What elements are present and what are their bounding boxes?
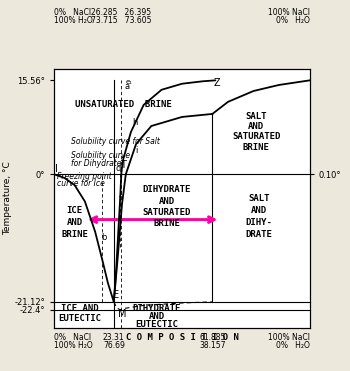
Text: e₁: e₁ (126, 79, 133, 85)
Text: 100% NaCl: 100% NaCl (268, 9, 310, 17)
Text: SATURATED: SATURATED (232, 132, 280, 141)
Text: DRATE: DRATE (245, 230, 272, 239)
Text: SALT: SALT (245, 112, 267, 121)
Text: Freezing point: Freezing point (57, 172, 112, 181)
Y-axis label: Temperature, °C: Temperature, °C (3, 162, 12, 235)
Text: ICE AND: ICE AND (61, 304, 99, 313)
Text: d: d (116, 164, 121, 173)
Text: E: E (112, 290, 119, 300)
Text: 76.69: 76.69 (103, 341, 125, 349)
Text: Z: Z (213, 78, 220, 88)
Text: 61.885: 61.885 (199, 333, 225, 342)
Text: DIHYDRATE: DIHYDRATE (132, 304, 181, 313)
Text: EUTECTIC: EUTECTIC (58, 313, 101, 322)
Text: b: b (102, 233, 107, 242)
Text: 0%   H₂O: 0% H₂O (276, 341, 310, 349)
Text: 100% H₂O: 100% H₂O (54, 16, 93, 25)
Text: AND: AND (148, 312, 164, 321)
Text: Solubility curve: Solubility curve (71, 151, 130, 160)
Text: M: M (118, 309, 126, 319)
Text: for Dihydrate: for Dihydrate (71, 159, 121, 168)
Text: UNSATURATED  BRINE: UNSATURATED BRINE (75, 101, 172, 109)
Text: BRINE: BRINE (243, 142, 270, 152)
Text: 100% NaCl: 100% NaCl (268, 333, 310, 342)
Text: Solubility curve for Salt: Solubility curve for Salt (71, 137, 160, 145)
Text: curve for Ice: curve for Ice (57, 180, 105, 188)
Text: f: f (119, 194, 122, 203)
Text: 0%   H₂O: 0% H₂O (276, 16, 310, 25)
Text: DIHYDRATE: DIHYDRATE (142, 185, 191, 194)
Text: EUTECTIC: EUTECTIC (135, 319, 178, 329)
X-axis label: C O M P O S I T I O N: C O M P O S I T I O N (126, 332, 238, 341)
Text: a: a (125, 82, 130, 91)
Text: AND: AND (66, 218, 83, 227)
Text: ICE: ICE (66, 206, 83, 215)
Text: T: T (120, 160, 126, 170)
Text: AND: AND (159, 197, 175, 206)
Text: 0%   NaCl: 0% NaCl (54, 9, 91, 17)
Text: BRINE: BRINE (153, 219, 180, 229)
Text: 0%   NaCl: 0% NaCl (54, 333, 91, 342)
Text: 23.31: 23.31 (103, 333, 125, 342)
Text: AND: AND (248, 122, 264, 131)
Text: I: I (55, 164, 58, 174)
Text: DIHY-: DIHY- (245, 218, 272, 227)
Text: BRINE: BRINE (61, 230, 88, 239)
Text: 73.715   73.605: 73.715 73.605 (91, 16, 152, 25)
Text: h: h (132, 118, 138, 128)
Text: AND: AND (251, 206, 267, 215)
Text: 100% H₂O: 100% H₂O (54, 341, 93, 349)
Text: i: i (135, 146, 137, 155)
Text: SATURATED: SATURATED (142, 208, 191, 217)
Text: 26.285   26.395: 26.285 26.395 (91, 9, 152, 17)
Text: 38.157: 38.157 (199, 341, 226, 349)
Text: SALT: SALT (248, 194, 270, 203)
